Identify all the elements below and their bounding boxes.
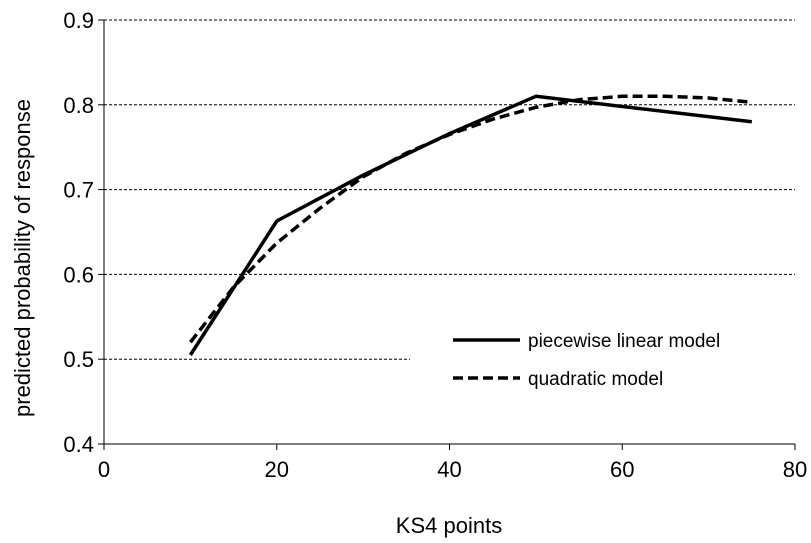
x-tick-label: 60 [610, 457, 634, 482]
piecewise-linear-model-line [188, 94, 753, 356]
gridlines [104, 19, 795, 360]
series-lines [188, 94, 753, 356]
y-tick-label: 0.4 [63, 432, 94, 457]
legend: piecewise linear model quadratic model [453, 331, 720, 390]
y-tick-label: 0.9 [63, 8, 94, 33]
legend-label: quadratic model [528, 369, 663, 390]
y-tick-label: 0.7 [63, 178, 94, 203]
y-axis-title: predicted probability of response [10, 99, 35, 417]
quadratic-model-line [189, 94, 752, 344]
axes [103, 20, 795, 445]
y-axis-ticks: 0.4 0.5 0.6 0.7 0.8 0.9 [63, 8, 104, 457]
y-tick-label: 0.5 [63, 347, 94, 372]
y-tick-label: 0.8 [63, 93, 94, 118]
legend-label: piecewise linear model [528, 331, 720, 352]
y-tick-label: 0.6 [63, 262, 94, 287]
x-tick-label: 0 [98, 457, 110, 482]
x-axis-ticks: 0 20 40 60 80 [98, 444, 807, 482]
x-axis-title: KS4 points [396, 513, 502, 538]
x-tick-label: 80 [783, 457, 807, 482]
x-tick-label: 40 [437, 457, 461, 482]
x-tick-label: 20 [265, 457, 289, 482]
